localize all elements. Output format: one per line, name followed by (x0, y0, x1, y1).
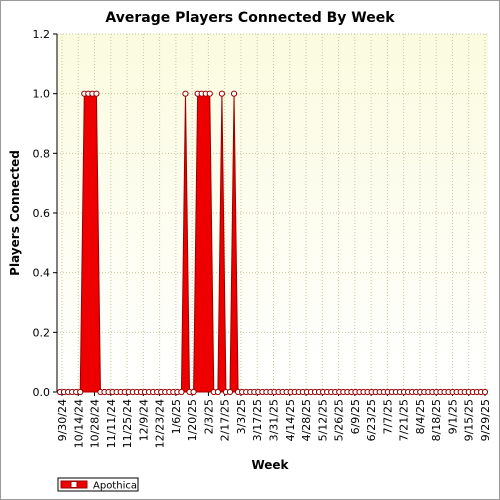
y-tick-label: 0.2 (33, 326, 51, 339)
data-point-marker (93, 90, 100, 97)
x-tick-label: 2/17/25 (219, 399, 232, 441)
x-tick-label: 8/4/25 (414, 399, 427, 434)
data-point-marker (190, 388, 197, 396)
y-tick-label: 0.6 (33, 207, 51, 220)
y-tick-label: 0.4 (33, 267, 51, 280)
x-tick-label: 3/17/25 (251, 399, 264, 441)
plot-area (57, 34, 488, 392)
x-tick-label: 3/31/25 (268, 399, 281, 441)
y-axis-label: Players Connected (8, 150, 22, 276)
legend: Apothica (57, 477, 139, 492)
x-tick-label: 4/14/25 (284, 399, 297, 441)
x-tick-label: 1/20/25 (186, 399, 199, 441)
y-tick-label: 1.0 (33, 88, 51, 101)
x-tick-label: 9/30/24 (56, 399, 69, 441)
x-tick-label: 7/21/25 (398, 399, 411, 441)
x-tick-label: 12/9/24 (137, 399, 150, 441)
x-tick-label: 10/14/24 (72, 399, 85, 448)
series-markers (56, 90, 489, 396)
data-point-marker (206, 90, 213, 97)
y-axis: 0.0 0.2 0.4 0.6 0.8 1.0 1.2 (33, 28, 58, 399)
y-tick-label: 1.2 (33, 28, 51, 41)
x-tick-label: 4/28/25 (300, 399, 313, 441)
chart-title: Average Players Connected By Week (105, 10, 395, 26)
x-tick-label: 10/28/24 (89, 399, 102, 448)
x-tick-label: 1/6/25 (170, 399, 183, 434)
data-point-marker (77, 388, 84, 396)
x-tick-label: 9/1/25 (446, 399, 459, 434)
data-point-marker (182, 90, 189, 97)
x-tick-label: 9/15/25 (463, 399, 476, 441)
x-tick-label: 7/7/25 (381, 399, 394, 434)
data-point-marker (218, 90, 226, 97)
data-point-marker (226, 388, 234, 396)
x-tick-label: 5/26/25 (333, 399, 346, 441)
x-tick-label: 6/23/25 (365, 399, 378, 441)
x-tick-label: 11/25/24 (121, 399, 134, 448)
x-tick-label: 11/11/24 (105, 399, 118, 448)
x-tick-label: 5/12/25 (316, 399, 329, 441)
x-tick-label: 2/3/25 (202, 399, 215, 434)
x-axis-label: Week (251, 458, 289, 472)
x-tick-label: 6/9/25 (349, 399, 362, 434)
data-point-marker (214, 388, 221, 396)
y-tick-label: 0.8 (33, 147, 51, 160)
data-point-marker (178, 388, 185, 396)
x-tick-label: 3/3/25 (235, 399, 248, 434)
legend-marker (70, 481, 78, 488)
y-tick-label: 0.0 (33, 386, 51, 399)
x-tick-label: 12/23/24 (154, 399, 167, 448)
x-tick-label: 8/18/25 (430, 399, 443, 441)
data-point-marker (230, 90, 238, 97)
legend-label: Apothica (93, 481, 137, 492)
data-point-marker (481, 388, 489, 396)
x-axis: 9/30/24 10/14/24 10/28/24 11/11/24 11/25/24 1… (56, 391, 492, 448)
x-tick-label: 9/29/25 (479, 399, 492, 441)
